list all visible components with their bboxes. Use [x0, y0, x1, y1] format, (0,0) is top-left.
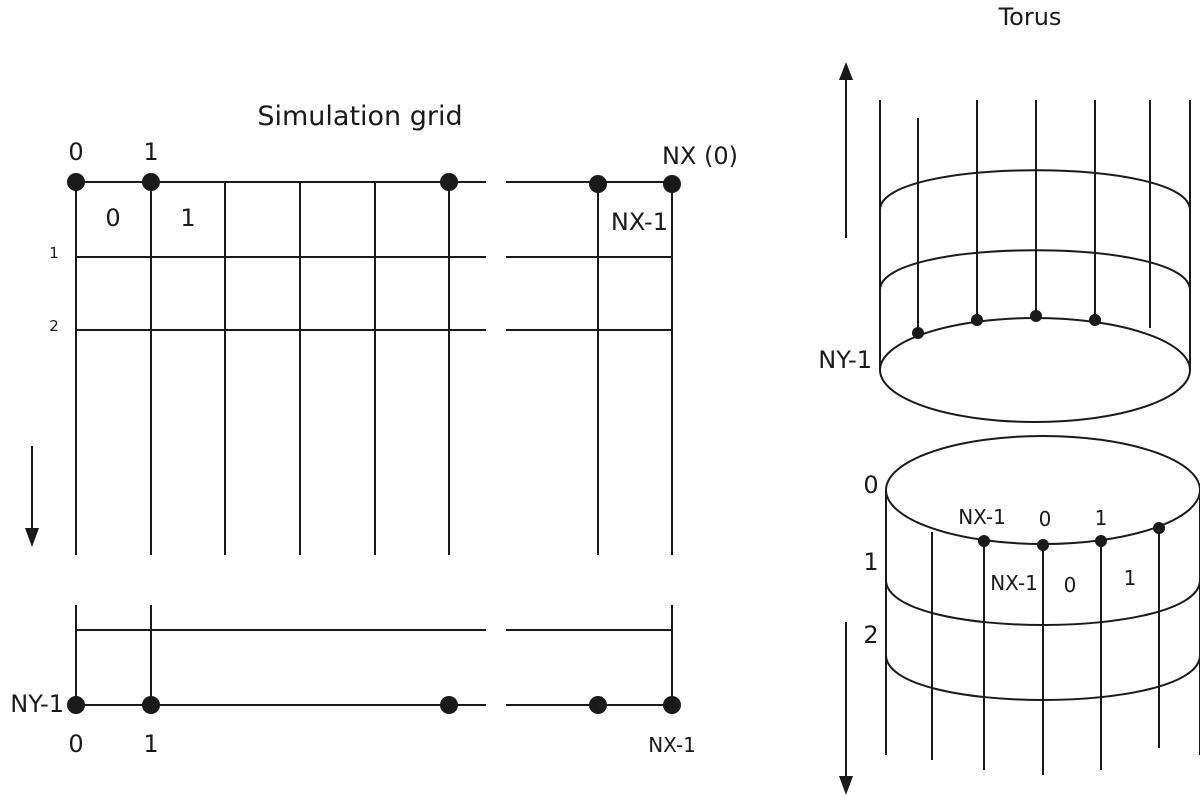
- torus-lower-section: 0 1 2 NX-1 0 1 NX-1 0 1: [863, 435, 1200, 775]
- torus-up-arrow: [839, 62, 853, 238]
- torus-edge-1: 1: [1095, 506, 1108, 530]
- torus-lower-point-2: [1153, 522, 1165, 534]
- grid-cell-nx1: NX-1: [611, 208, 668, 236]
- torus-up-arrowhead: [839, 62, 853, 80]
- grid-top-col-0: 0: [68, 138, 83, 166]
- grid-bottom-col-1: 1: [143, 730, 158, 758]
- grid-vertical-lines-upper: [75, 182, 673, 555]
- torus-down-arrow: [839, 622, 853, 795]
- torus-down-arrowhead: [839, 776, 853, 795]
- torus-lower-row-1: 1: [863, 548, 878, 576]
- grid-point-bottom-nx: [663, 696, 681, 714]
- grid-vertical-lines-lower: [75, 605, 673, 705]
- grid-row-ny1: NY-1: [10, 690, 64, 718]
- grid-row-1: 1: [49, 244, 59, 262]
- grid-point-bottom-1: [142, 696, 160, 714]
- torus-lower-row-0: 0: [863, 471, 878, 499]
- torus-upper-row-label: NY-1: [818, 346, 872, 374]
- grid-cell-0: 0: [105, 204, 120, 232]
- grid-point-top-mid: [440, 173, 458, 191]
- grid-point-top-nx: [663, 175, 681, 193]
- grid-row-2: 2: [49, 317, 59, 335]
- grid-point-top-1: [142, 173, 160, 191]
- grid-point-top-nx1: [589, 175, 607, 193]
- torus-upper-bottom-rim: [879, 317, 1191, 423]
- grid-point-bottom-0: [67, 696, 85, 714]
- grid-horizontal-lines: [76, 181, 672, 706]
- torus-edge-nx1: NX-1: [958, 505, 1006, 529]
- grid-point-top-0: [67, 173, 85, 191]
- grid-point-bottom-mid: [440, 696, 458, 714]
- torus-upper-point-3: [1030, 310, 1042, 322]
- grid-down-arrow: [25, 446, 39, 547]
- grid-cell-1: 1: [180, 204, 195, 232]
- torus-upper-point-2: [971, 314, 983, 326]
- torus-cell-1: 1: [1124, 566, 1137, 590]
- grid-bottom-col-0: 0: [68, 730, 83, 758]
- torus-lower-point-1: [1095, 535, 1107, 547]
- grid-point-bottom-nx1: [589, 696, 607, 714]
- grid-title: Simulation grid: [257, 101, 462, 132]
- torus-title: Torus: [998, 3, 1062, 31]
- torus-lower-point-nx1: [978, 535, 990, 547]
- grid-down-arrowhead: [25, 528, 39, 547]
- grid-top-col-1: 1: [143, 138, 158, 166]
- grid-bottom-col-nx1: NX-1: [648, 733, 696, 757]
- torus-cell-0: 0: [1064, 573, 1077, 597]
- torus-upper-section: NY-1: [818, 100, 1191, 423]
- grid-points: [67, 173, 681, 714]
- torus-edge-0: 0: [1039, 507, 1052, 531]
- grid-top-col-nx: NX (0): [662, 142, 738, 170]
- torus-cell-nx1: NX-1: [990, 571, 1038, 595]
- torus-lower-row-2: 2: [863, 621, 878, 649]
- simulation-grid: Simulation grid: [10, 101, 738, 758]
- torus-upper-point-4: [1089, 314, 1101, 326]
- torus: Torus NY-1: [818, 3, 1200, 795]
- torus-upper-point-1: [912, 327, 924, 339]
- torus-lower-point-0: [1037, 539, 1049, 551]
